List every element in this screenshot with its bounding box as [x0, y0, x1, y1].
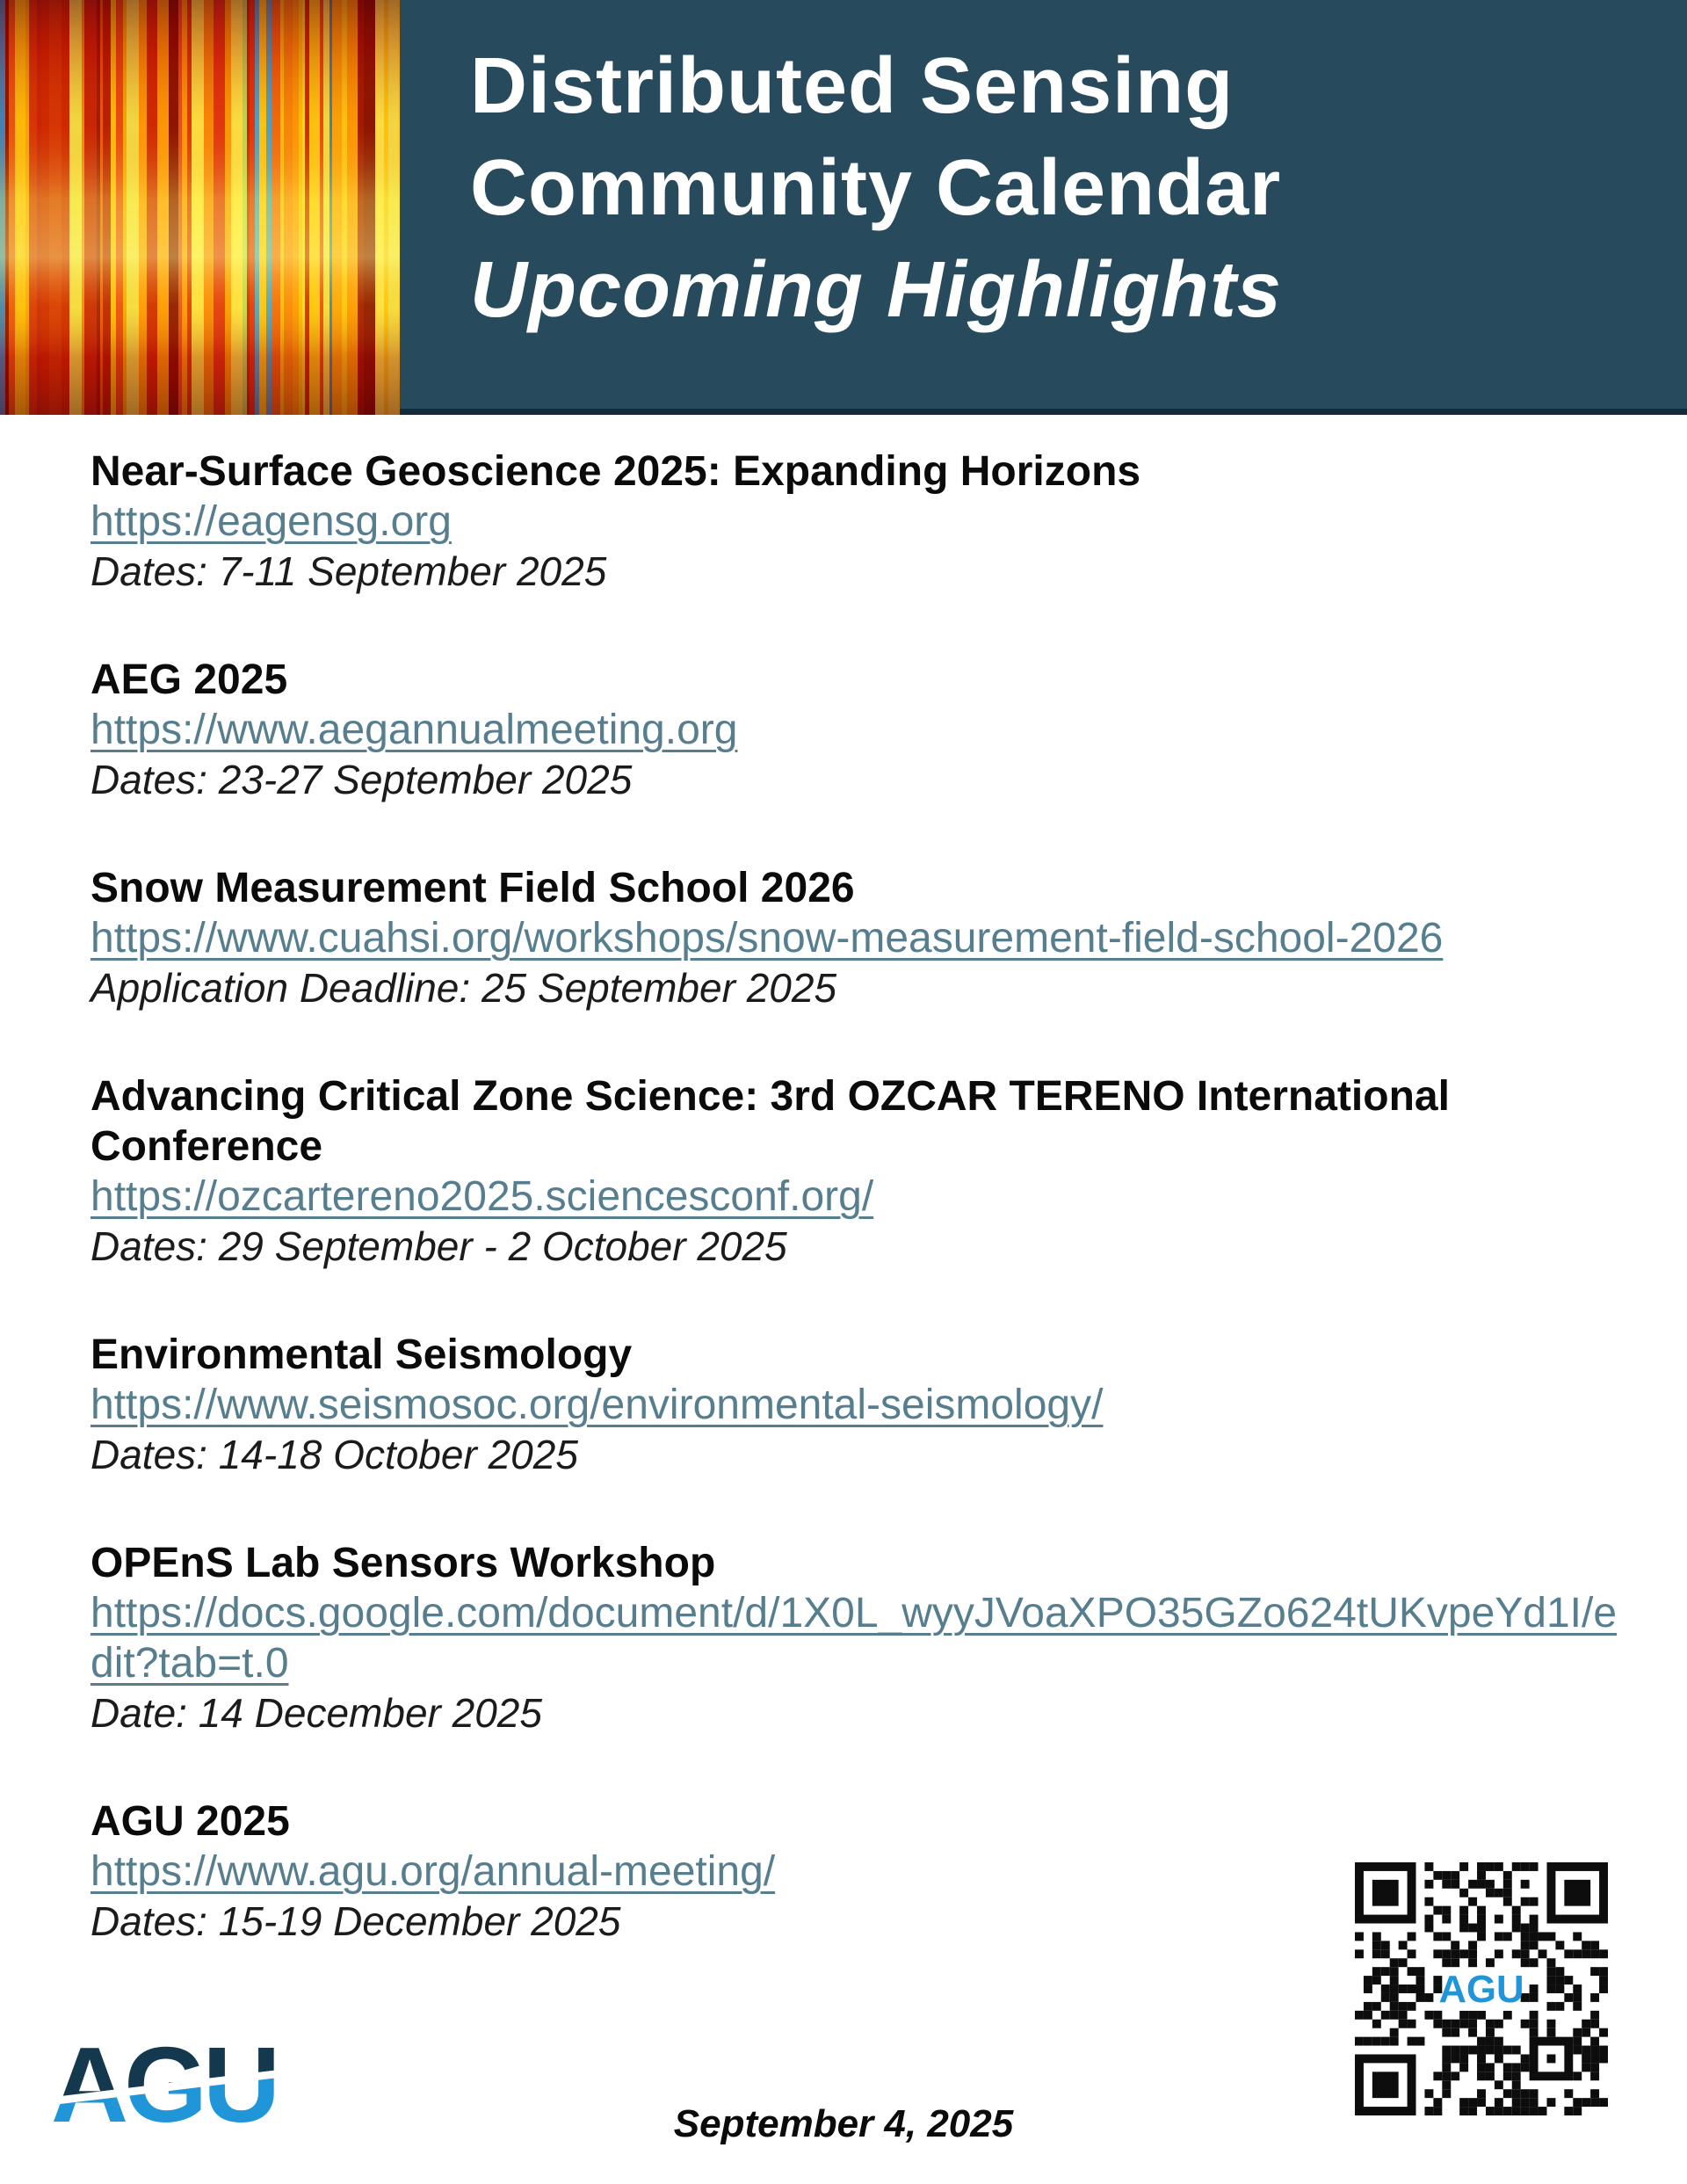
event-link[interactable]: https://docs.google.com/document/d/1X0L_… — [91, 1590, 1618, 1687]
event-block: AGU 2025 https://www.agu.org/annual-meet… — [91, 1796, 1634, 1947]
event-title: Advancing Critical Zone Science: 3rd OZC… — [91, 1073, 1450, 1170]
event-link[interactable]: https://www.cuahsi.org/workshops/snow-me… — [91, 915, 1444, 961]
event-link[interactable]: https://eagensg.org — [91, 498, 452, 545]
event-date: Date: 14 December 2025 — [91, 1690, 542, 1736]
event-block: Environmental Seismology https://www.sei… — [91, 1330, 1634, 1480]
event-date: Application Deadline: 25 September 2025 — [91, 965, 837, 1011]
page-title: Distributed Sensing Community Calendar U… — [470, 35, 1282, 341]
page-title-line3: Upcoming Highlights — [470, 246, 1282, 334]
agu-logo: AGU AGU — [51, 2037, 279, 2136]
event-block: Snow Measurement Field School 2026 https… — [91, 863, 1634, 1013]
header-banner: Distributed Sensing Community Calendar U… — [0, 0, 1687, 415]
event-block: OPEnS Lab Sensors Workshop https://docs.… — [91, 1538, 1634, 1738]
das-spectrogram-image — [0, 0, 400, 415]
event-link[interactable]: https://www.aegannualmeeting.org — [91, 707, 738, 753]
event-title: Environmental Seismology — [91, 1331, 633, 1378]
event-link[interactable]: https://www.seismosoc.org/environmental-… — [91, 1382, 1104, 1428]
event-link[interactable]: https://www.agu.org/annual-meeting/ — [91, 1848, 776, 1895]
event-block: Near-Surface Geoscience 2025: Expanding … — [91, 446, 1634, 597]
event-date: Dates: 15-19 December 2025 — [91, 1898, 621, 1944]
page-title-line2: Community Calendar — [470, 144, 1282, 232]
event-block: AEG 2025 https://www.aegannualmeeting.or… — [91, 655, 1634, 805]
svg-text:AGU: AGU — [1438, 1968, 1524, 2011]
event-date: Dates: 14-18 October 2025 — [91, 1432, 578, 1477]
event-date: Dates: 23-27 September 2025 — [91, 757, 633, 802]
page-title-line1: Distributed Sensing — [470, 42, 1234, 130]
event-title: AEG 2025 — [91, 657, 288, 703]
qr-code: AGU — [1355, 1861, 1608, 2116]
event-link[interactable]: https://ozcartereno2025.sciencesconf.org… — [91, 1173, 874, 1220]
events-list: Near-Surface Geoscience 2025: Expanding … — [0, 415, 1687, 1947]
event-title: Near-Surface Geoscience 2025: Expanding … — [91, 448, 1141, 495]
event-title: AGU 2025 — [91, 1798, 290, 1845]
event-title: Snow Measurement Field School 2026 — [91, 865, 855, 911]
footer-date: September 4, 2025 — [673, 2102, 1014, 2145]
event-title: OPEnS Lab Sensors Workshop — [91, 1540, 716, 1586]
event-block: Advancing Critical Zone Science: 3rd OZC… — [91, 1071, 1634, 1272]
event-date: Dates: 7-11 September 2025 — [91, 548, 607, 594]
event-date: Dates: 29 September - 2 October 2025 — [91, 1223, 787, 1269]
